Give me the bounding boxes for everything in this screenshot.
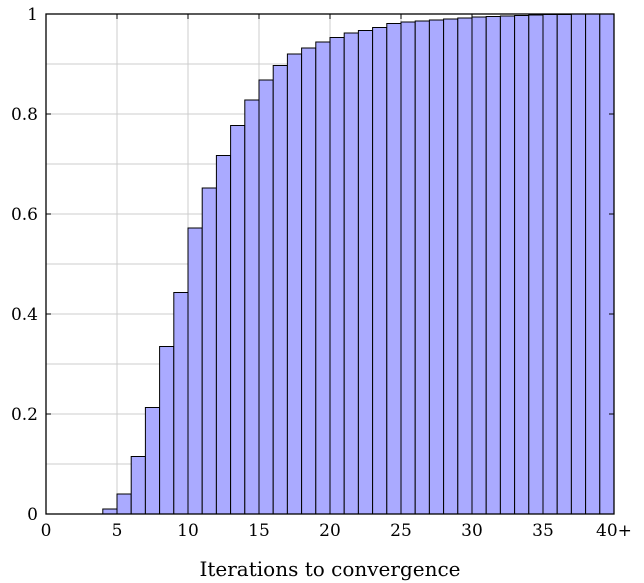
bar-13 (230, 125, 246, 515)
x-tick-label-6: 30 (461, 521, 483, 541)
bar-15 (258, 79, 274, 515)
bar-8 (159, 346, 175, 515)
bar-23 (372, 27, 388, 515)
x-tick-label-0: 0 (41, 521, 52, 541)
y-tick-label-2: 0.4 (11, 305, 38, 325)
y-tick-label-4: 0.8 (11, 105, 38, 125)
bar-10 (187, 227, 203, 515)
bar-20 (329, 37, 345, 515)
bar-34 (528, 14, 544, 515)
bar-33 (514, 15, 530, 515)
x-tick-label-7: 35 (532, 521, 554, 541)
bar-39 (599, 13, 615, 515)
y-tick-labels: 0 0.2 0.4 0.6 0.8 1 (11, 5, 38, 525)
bar-30 (471, 16, 487, 515)
bar-17 (286, 53, 303, 515)
bar-27 (428, 19, 445, 515)
x-axis-label: Iterations to convergence (199, 557, 460, 581)
bar-14 (244, 99, 260, 515)
bar-22 (357, 30, 374, 515)
bar-18 (301, 47, 317, 515)
bar-4 (102, 508, 118, 515)
bar-6 (130, 456, 146, 515)
y-tick-label-3: 0.6 (11, 205, 38, 225)
bar-7 (144, 407, 161, 515)
bar-35 (542, 14, 558, 515)
bar-12 (215, 155, 232, 515)
bar-31 (485, 16, 501, 515)
bar-26 (414, 20, 430, 515)
bar-29 (457, 17, 473, 515)
tick-marks (45, 13, 615, 515)
x-tick-label-1: 5 (112, 521, 123, 541)
y-tick-label-1: 0.2 (11, 405, 38, 425)
x-tick-label-3: 15 (248, 521, 270, 541)
bar-38 (585, 13, 601, 515)
bar-25 (400, 21, 416, 515)
bar-19 (315, 41, 331, 515)
bar-11 (201, 187, 217, 515)
bar-9 (173, 292, 189, 515)
x-tick-label-4: 20 (319, 521, 341, 541)
bar-37 (570, 13, 587, 515)
x-tick-label-5: 25 (390, 521, 412, 541)
bar-16 (272, 65, 288, 515)
y-tick-label-5: 1 (27, 5, 38, 25)
bar-32 (499, 15, 516, 515)
x-tick-label-2: 10 (177, 521, 199, 541)
x-tick-labels: 0 5 10 15 20 25 30 35 40+ (41, 521, 632, 541)
bar-36 (556, 14, 572, 515)
bar-24 (386, 23, 402, 515)
x-tick-label-8: 40+ (596, 521, 632, 541)
bar-5 (116, 493, 132, 515)
y-tick-label-0: 0 (27, 505, 38, 525)
bar-28 (443, 18, 459, 515)
bar-21 (343, 32, 359, 515)
